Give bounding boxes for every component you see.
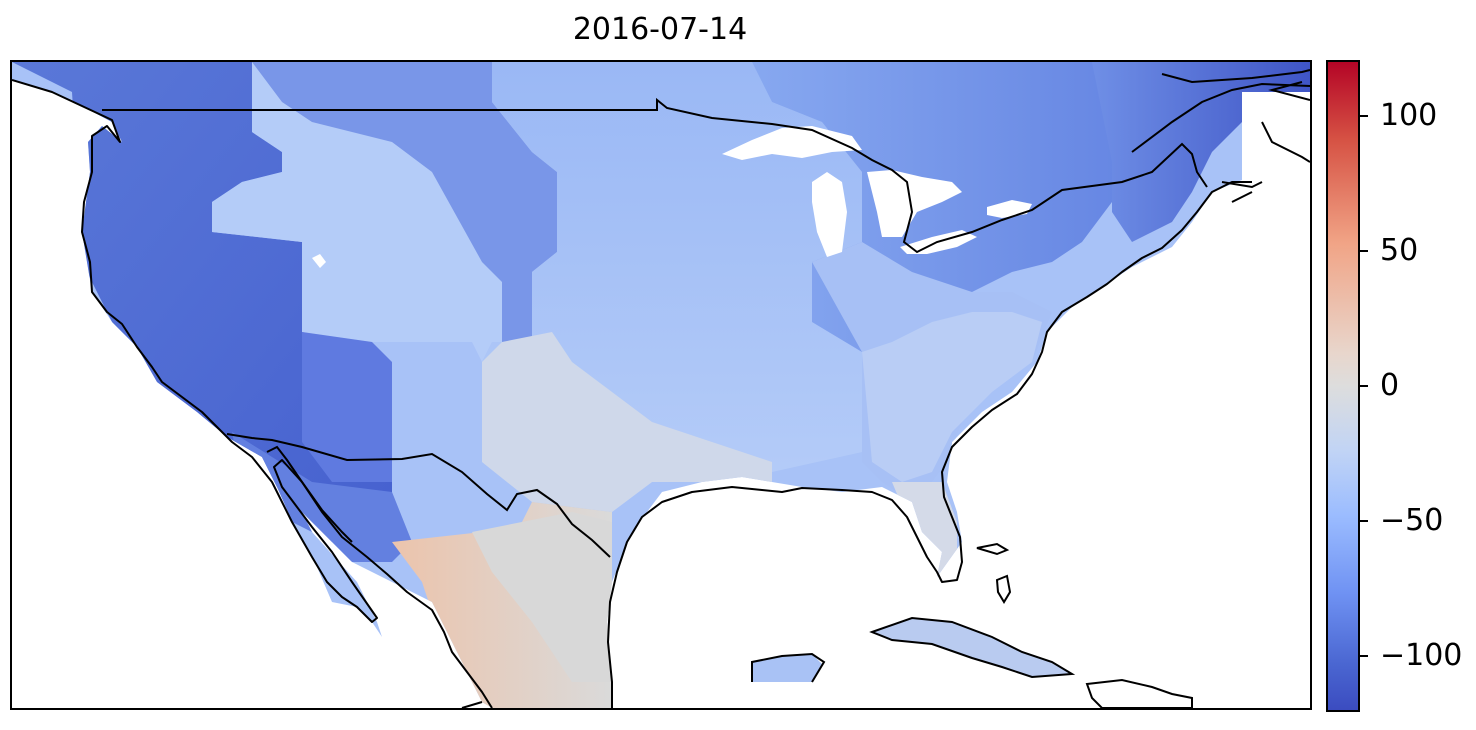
colorbar-tick-label: 0 xyxy=(1380,368,1400,403)
gulf-coastline xyxy=(607,181,1252,708)
gulf-of-california xyxy=(266,445,353,543)
colorbar-tick-label: 100 xyxy=(1380,98,1438,133)
atlantic-canada-coast xyxy=(1131,81,1310,203)
colorbar-tick-mark xyxy=(1360,115,1368,117)
yucatan-peninsula xyxy=(752,654,822,682)
colorbar-tick-label: 50 xyxy=(1380,233,1419,268)
colorbar-tick-mark xyxy=(1360,385,1368,387)
coastline xyxy=(12,79,493,708)
us-canada-border xyxy=(102,97,1208,254)
colorbar-tick-label: −100 xyxy=(1380,638,1463,673)
colorbar-tick-mark xyxy=(1360,250,1368,252)
map-canvas xyxy=(12,62,1310,708)
colorbar-tick-label: −50 xyxy=(1380,503,1444,538)
colorbar xyxy=(1326,60,1360,712)
map-panel xyxy=(10,60,1312,710)
map-title: 2016-07-14 xyxy=(572,12,748,47)
us-mexico-border xyxy=(226,433,611,558)
colorbar-tick-mark xyxy=(1360,655,1368,657)
data-field xyxy=(12,62,1310,708)
colorbar-tick-mark xyxy=(1360,520,1368,522)
caribbean-islands xyxy=(869,542,1193,708)
